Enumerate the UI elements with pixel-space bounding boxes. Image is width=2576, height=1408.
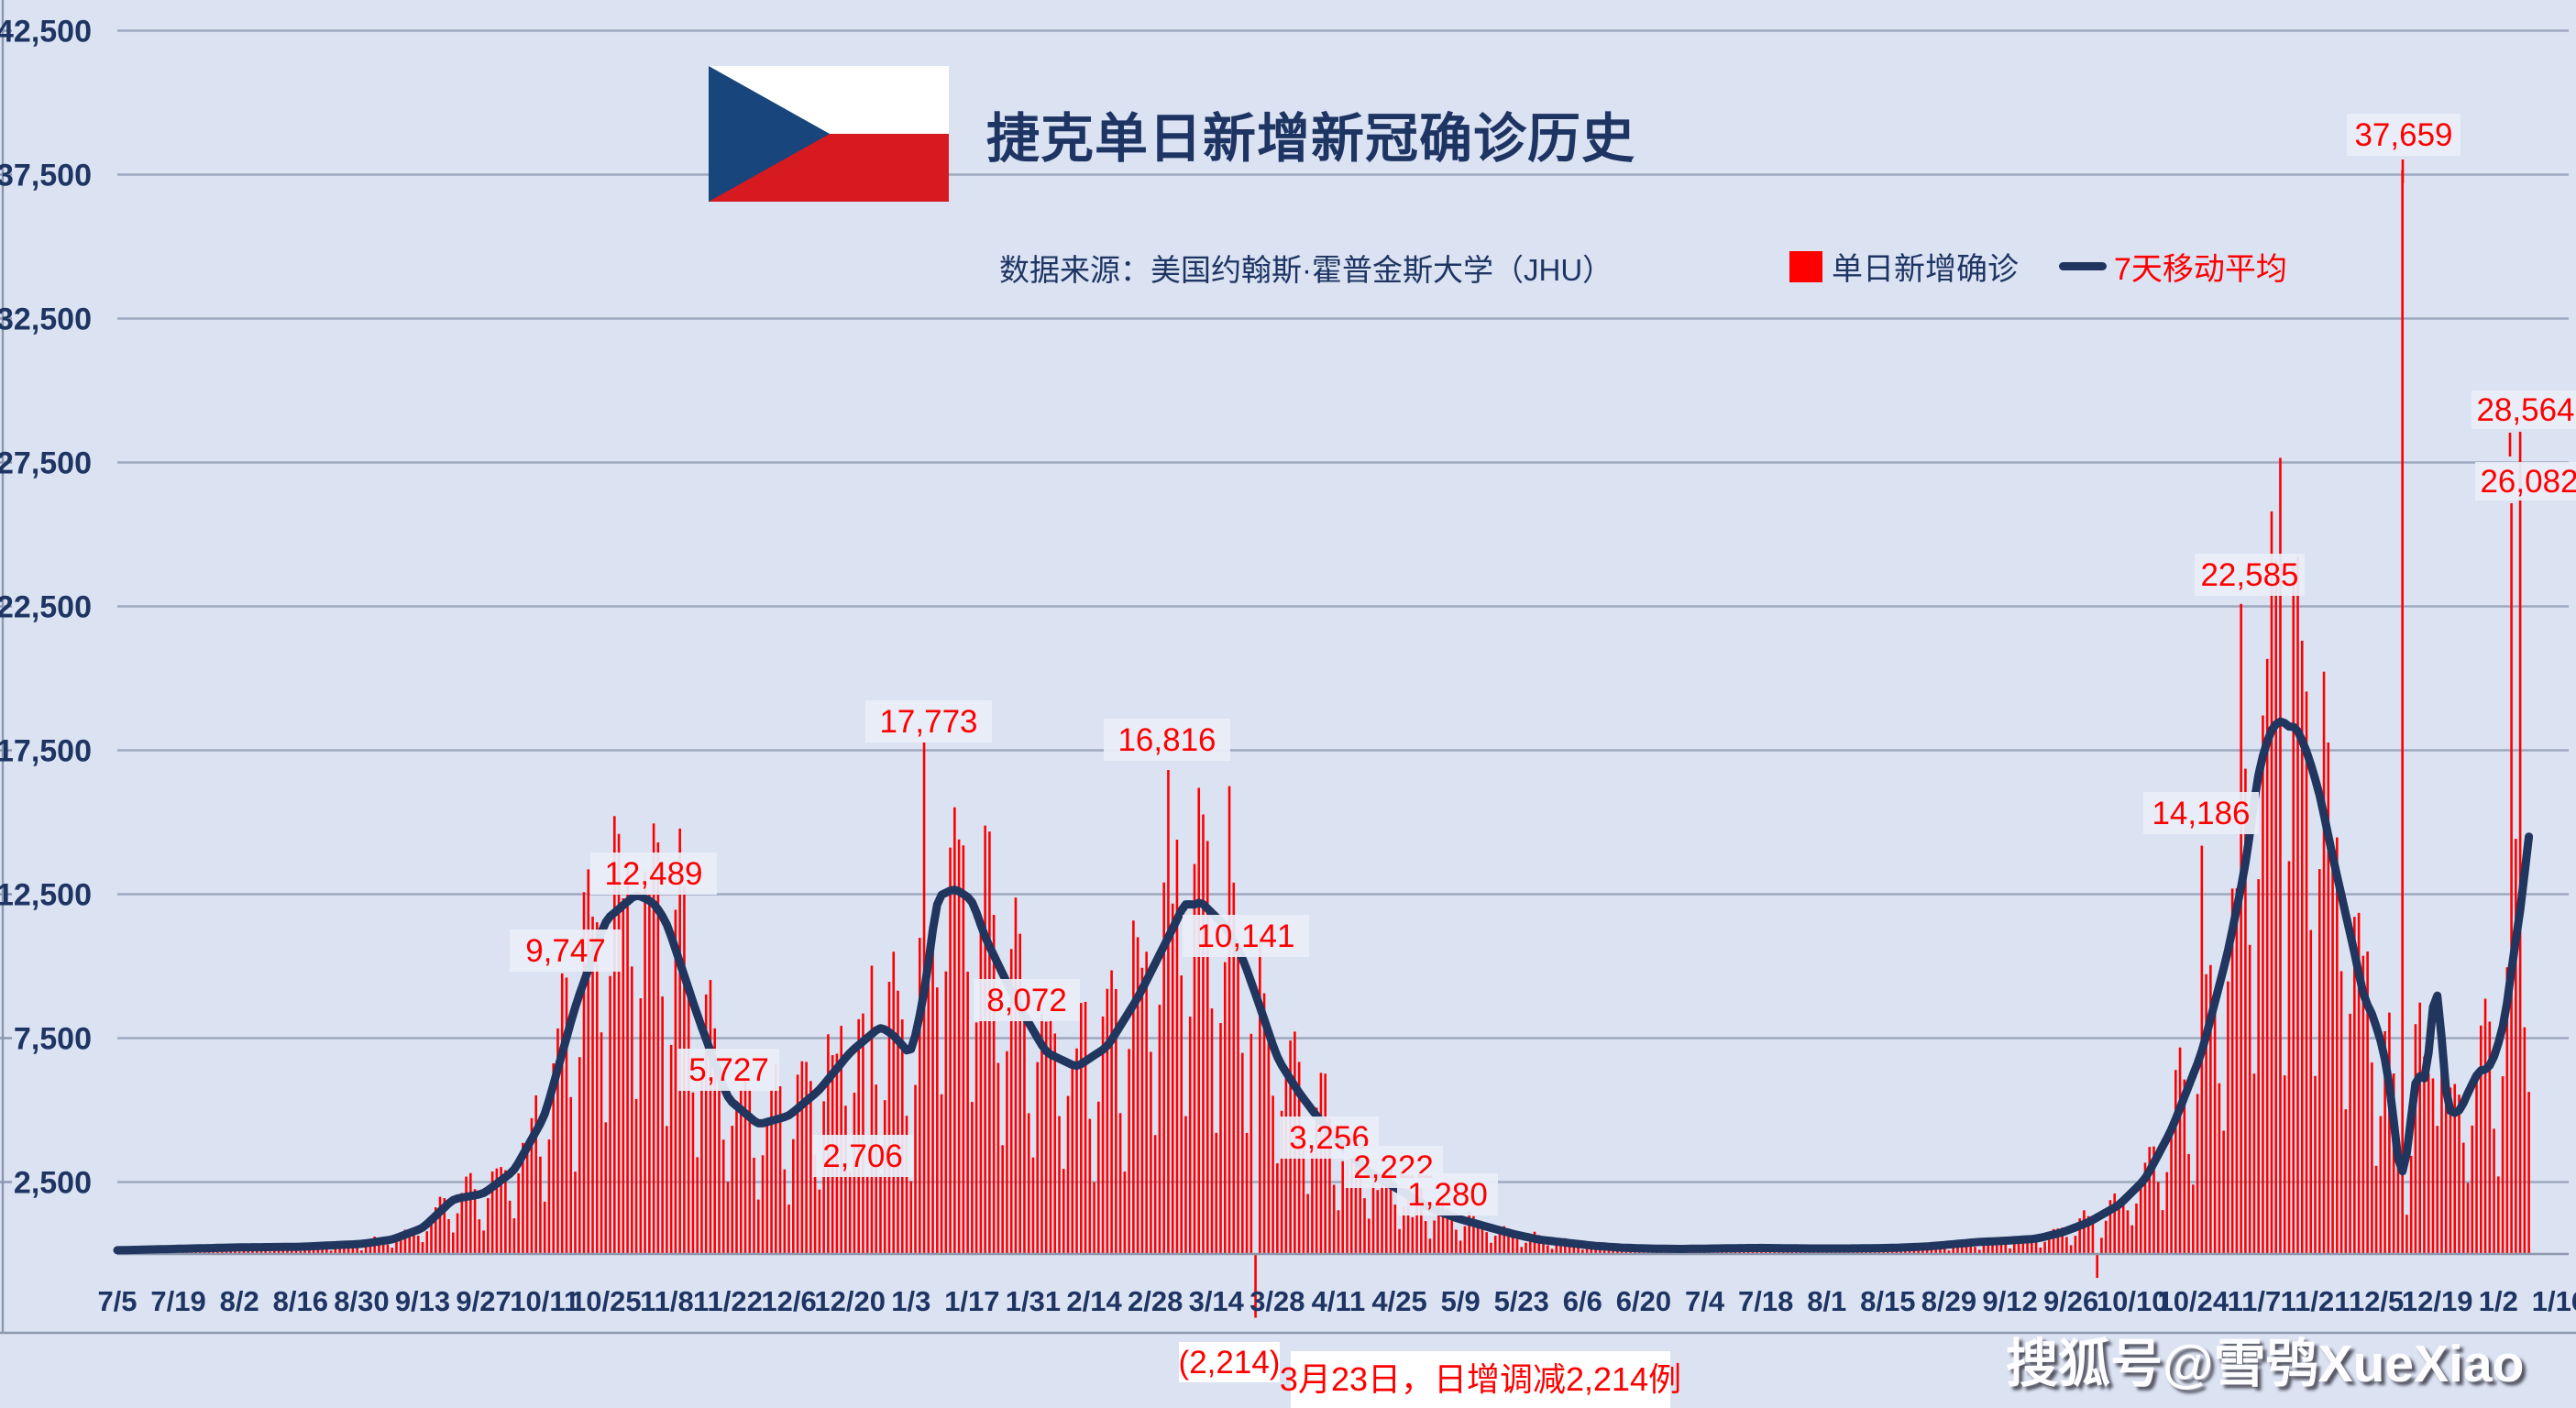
svg-text:3/14: 3/14 bbox=[1189, 1285, 1245, 1317]
svg-text:2/14: 2/14 bbox=[1066, 1285, 1122, 1317]
svg-text:9/26: 9/26 bbox=[2043, 1285, 2098, 1317]
svg-text:37,659: 37,659 bbox=[2354, 117, 2452, 153]
svg-text:32,500: 32,500 bbox=[0, 302, 92, 337]
svg-text:17,500: 17,500 bbox=[0, 734, 92, 769]
svg-text:2,500: 2,500 bbox=[14, 1166, 92, 1201]
svg-text:22,500: 22,500 bbox=[0, 590, 92, 625]
svg-text:3/28: 3/28 bbox=[1249, 1285, 1305, 1317]
svg-text:9/27: 9/27 bbox=[456, 1285, 511, 1317]
svg-text:8/16: 8/16 bbox=[273, 1285, 328, 1317]
svg-text:11/22: 11/22 bbox=[693, 1285, 763, 1317]
page-title: 捷克单日新增新冠确诊历史 bbox=[986, 109, 1636, 169]
svg-text:7/5: 7/5 bbox=[97, 1285, 137, 1317]
svg-text:22,585: 22,585 bbox=[2200, 557, 2298, 593]
bar-series-label: 单日新增确诊 bbox=[1832, 252, 2019, 287]
svg-text:(2,214): (2,214) bbox=[1179, 1345, 1281, 1380]
svg-text:5/23: 5/23 bbox=[1494, 1285, 1549, 1317]
svg-text:8/30: 8/30 bbox=[334, 1285, 389, 1317]
svg-text:28,564: 28,564 bbox=[2476, 392, 2574, 428]
svg-text:8/15: 8/15 bbox=[1860, 1285, 1915, 1317]
svg-text:26,082: 26,082 bbox=[2480, 464, 2576, 500]
bar-series-swatch-icon bbox=[1789, 250, 1822, 282]
svg-text:11/21: 11/21 bbox=[2281, 1285, 2350, 1317]
svg-text:42,500: 42,500 bbox=[0, 15, 92, 50]
svg-text:5,727: 5,727 bbox=[688, 1052, 769, 1088]
svg-text:8,072: 8,072 bbox=[986, 983, 1067, 1018]
svg-text:12,500: 12,500 bbox=[0, 878, 92, 913]
svg-text:2,706: 2,706 bbox=[822, 1138, 903, 1174]
svg-text:11/7: 11/7 bbox=[2228, 1285, 2282, 1317]
svg-text:1/3: 1/3 bbox=[891, 1285, 930, 1317]
svg-text:17,773: 17,773 bbox=[879, 704, 977, 740]
svg-text:27,500: 27,500 bbox=[0, 446, 92, 481]
svg-text:12,489: 12,489 bbox=[604, 856, 702, 892]
svg-text:7/19: 7/19 bbox=[150, 1285, 205, 1317]
svg-text:9,747: 9,747 bbox=[525, 933, 606, 969]
flag-blue-triangle bbox=[709, 66, 830, 202]
svg-text:2/28: 2/28 bbox=[1128, 1285, 1183, 1317]
svg-text:1/17: 1/17 bbox=[944, 1285, 999, 1317]
svg-text:1,280: 1,280 bbox=[1407, 1177, 1488, 1213]
svg-text:16,816: 16,816 bbox=[1117, 722, 1216, 758]
svg-text:12/6: 12/6 bbox=[761, 1285, 816, 1317]
svg-text:4/11: 4/11 bbox=[1312, 1285, 1366, 1317]
line-series-swatch-icon bbox=[2059, 262, 2107, 270]
czech-flag-icon bbox=[709, 66, 949, 202]
svg-text:6/6: 6/6 bbox=[1563, 1285, 1602, 1317]
svg-text:6/20: 6/20 bbox=[1616, 1285, 1671, 1317]
svg-text:11/8: 11/8 bbox=[640, 1285, 694, 1317]
svg-text:14,186: 14,186 bbox=[2152, 796, 2250, 831]
svg-text:12/19: 12/19 bbox=[2402, 1285, 2473, 1317]
svg-text:37,500: 37,500 bbox=[0, 159, 92, 193]
svg-text:8/1: 8/1 bbox=[1807, 1285, 1846, 1317]
svg-text:4/25: 4/25 bbox=[1371, 1285, 1426, 1317]
svg-text:10/11: 10/11 bbox=[510, 1285, 579, 1317]
line-series-label: 7天移动平均 bbox=[2114, 252, 2287, 287]
svg-text:1/2: 1/2 bbox=[2479, 1285, 2518, 1317]
svg-text:12/5: 12/5 bbox=[2349, 1285, 2404, 1317]
svg-text:10/25: 10/25 bbox=[570, 1285, 642, 1317]
data-source-label: 数据来源：美国约翰斯·霍普金斯大学（JHU） bbox=[999, 253, 1613, 287]
svg-text:10/10: 10/10 bbox=[2097, 1285, 2168, 1317]
svg-text:8/29: 8/29 bbox=[1921, 1285, 1976, 1317]
svg-text:10,141: 10,141 bbox=[1196, 918, 1294, 954]
svg-text:1/31: 1/31 bbox=[1006, 1285, 1061, 1317]
svg-text:12/20: 12/20 bbox=[814, 1285, 886, 1317]
svg-text:9/13: 9/13 bbox=[395, 1285, 450, 1317]
svg-text:3月23日，日增调减2,214例: 3月23日，日增调减2,214例 bbox=[1280, 1360, 1681, 1398]
watermark-sohu-account: 搜狐号@雪鸮XueXiao bbox=[2006, 1335, 2525, 1393]
svg-text:7,500: 7,500 bbox=[14, 1022, 92, 1057]
svg-text:7/4: 7/4 bbox=[1685, 1285, 1725, 1317]
svg-text:5/9: 5/9 bbox=[1441, 1285, 1481, 1317]
svg-text:9/12: 9/12 bbox=[1982, 1285, 2037, 1317]
svg-text:10/24: 10/24 bbox=[2158, 1285, 2229, 1317]
chart-legend: 单日新增确诊 7天移动平均 bbox=[1789, 244, 2287, 289]
svg-text:7/18: 7/18 bbox=[1738, 1285, 1793, 1317]
svg-text:1/16: 1/16 bbox=[2532, 1285, 2576, 1317]
svg-text:8/2: 8/2 bbox=[220, 1285, 259, 1317]
